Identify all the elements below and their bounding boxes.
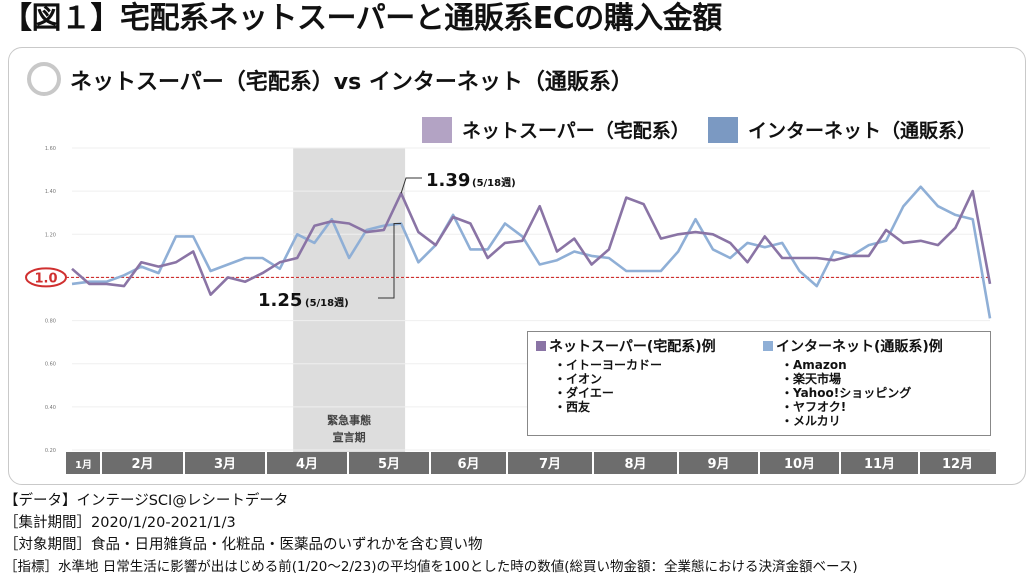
x-tick-label: 6月 — [457, 457, 479, 472]
y-tick-label: 1.40 — [45, 189, 56, 195]
series-line-internet — [71, 185, 992, 319]
square-icon — [536, 341, 546, 351]
square-icon — [763, 341, 773, 351]
annotation-leader — [400, 177, 422, 194]
footer-target: ［対象期間］食品・日用雑貨品・化粧品・医薬品のいずれかを含む買い物 — [4, 537, 483, 553]
annotation-note-internet: (5/18週) — [305, 297, 349, 309]
x-tick-label: 7月 — [539, 457, 561, 472]
examples-supermarket: ネットスーパー(宅配系)例 ・イトーヨーカドー ・イオン ・ダイエー ・西友 — [536, 336, 716, 414]
month-axis-bar — [66, 452, 996, 474]
examples-supermarket-heading: ネットスーパー(宅配系)例 — [549, 339, 716, 355]
y-tick-label: 1.60 — [45, 146, 56, 152]
figure-title: 【図１】宅配系ネットスーパーと通販系ECの購入金額 — [2, 1, 722, 36]
x-tick-label: 12月 — [942, 457, 973, 472]
series-line-supermarket — [71, 189, 992, 297]
list-item: ・イトーヨーカドー — [554, 358, 663, 372]
y-tick-label: 0.20 — [45, 448, 56, 454]
footer-data-source: 【データ】インテージSCI@レシートデータ — [4, 493, 289, 509]
annotation-note-supermarket: (5/18週) — [472, 177, 516, 189]
circle-icon — [27, 62, 61, 96]
x-tick-label: 10月 — [784, 457, 815, 472]
legend-label-internet: インターネット（通販系） — [748, 120, 977, 142]
legend-item-supermarket: ネットスーパー（宅配系） — [422, 116, 690, 143]
legend-swatch-internet — [708, 116, 738, 143]
legend-item-internet: インターネット（通販系） — [708, 116, 976, 143]
shade-label: 宣言期 — [333, 430, 366, 444]
examples-box: ネットスーパー(宅配系)例 ・イトーヨーカドー ・イオン ・ダイエー ・西友 イ… — [527, 331, 991, 436]
x-tick-label: 2月 — [131, 457, 153, 472]
annotation-value-supermarket: 1.39 — [426, 170, 470, 191]
chart-subtitle: ネットスーパー（宅配系）vs インターネット（通販系） — [70, 70, 633, 95]
x-tick-label: 1月 — [75, 459, 92, 471]
x-tick-label: 8月 — [624, 457, 646, 472]
list-item: ・ダイエー — [554, 386, 614, 400]
x-tick-label: 5月 — [378, 457, 400, 472]
legend-label-supermarket: ネットスーパー（宅配系） — [462, 120, 690, 142]
footer-indicator: ［指標］水準地 日常生活に影響が出はじめる前(1/20～2/23)の平均値を10… — [4, 559, 858, 575]
x-tick-label: 11月 — [864, 457, 895, 472]
list-item: ・西友 — [554, 400, 591, 414]
annotation-leader — [378, 223, 402, 299]
examples-internet-heading: インターネット(通販系)例 — [776, 339, 943, 355]
x-tick-label: 9月 — [707, 457, 729, 472]
list-item: ・メルカリ — [781, 414, 841, 428]
examples-supermarket-head: ネットスーパー(宅配系)例 — [536, 336, 716, 356]
list-item: ・Yahoo!ショッピング — [781, 386, 912, 400]
legend-swatch-supermarket — [422, 116, 452, 143]
footer-period: ［集計期間］2020/1/20-2021/1/3 — [4, 515, 236, 531]
y-tick-label: 0.40 — [45, 405, 56, 411]
annotation-value-internet: 1.25 — [258, 290, 302, 311]
y-tick-label: 1.20 — [45, 232, 56, 238]
y-tick-label: 0.60 — [45, 362, 56, 368]
emergency-shade — [293, 148, 406, 452]
x-tick-label: 4月 — [296, 457, 318, 472]
list-item: ・楽天市場 — [781, 372, 842, 386]
list-item: ・イオン — [554, 372, 603, 386]
shade-label: 緊急事態 — [327, 413, 371, 427]
examples-internet-head: インターネット(通販系)例 — [763, 336, 943, 356]
list-item: ・ヤフオク! — [781, 400, 847, 414]
y-tick-label: 0.80 — [45, 319, 56, 325]
list-item: ・Amazon — [781, 358, 847, 372]
examples-internet: インターネット(通販系)例 ・Amazon ・楽天市場 ・Yahoo!ショッピン… — [763, 336, 943, 428]
x-tick-label: 3月 — [214, 457, 236, 472]
baseline-badge — [25, 267, 67, 288]
baseline-label: 1.0 — [34, 271, 57, 286]
